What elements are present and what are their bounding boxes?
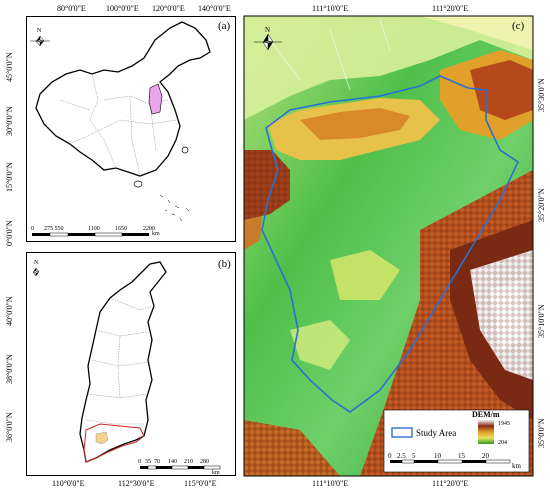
panel-a-scale-tick-2: 275 550 (44, 226, 64, 232)
study-area-boundary-c (261, 75, 520, 413)
study-area-b (95, 431, 109, 445)
panel-c-scale-tick-4: 10 (434, 452, 441, 460)
panel-b-scale-tick-4: 140 (168, 459, 177, 465)
panel-c-scale-tick-5: 15 (458, 452, 465, 460)
shanxi-highlight (148, 83, 163, 115)
panel-a-scale-unit: km (152, 231, 160, 237)
legend-dem-title: DEM/m (472, 410, 500, 419)
panel-b-north-label: N (34, 260, 39, 266)
panel-c-north-label: N (265, 26, 271, 34)
panel-c-bottom-tick-2: 111°20'0"E (432, 479, 469, 488)
panel-c-north-arrow-icon (254, 33, 282, 51)
panel-c-top-tick-1: 111°10'0"E (312, 4, 349, 13)
legend-dem-max: 1945 (498, 421, 510, 427)
panel-a-north-arrow-icon (30, 35, 50, 47)
panel-c-tag: (c) (512, 20, 525, 32)
panel-b-scale-tick-1: 0 (138, 459, 141, 465)
panel-a-scale-tick-3: 1100 (88, 226, 100, 232)
panel-a-north-label: N (37, 28, 42, 34)
panel-b-bottom-tick-2: 112°30'0"E (118, 479, 155, 488)
panel-c-scale-bar (390, 459, 511, 464)
panel-c-legend (383, 409, 530, 473)
legend-study-area-label: Study Area (416, 428, 457, 438)
panel-a-top-tick-3: 120°0'0"E (152, 4, 185, 13)
panel-b-scale-tick-3: 70 (154, 459, 160, 465)
panel-a-top-tick-2: 100°0'0"E (106, 4, 139, 13)
panel-a-top-tick-4: 140°0'0"E (198, 4, 231, 13)
panel-b-scale-bar (140, 465, 221, 470)
panel-c-scale-tick-6: 20 (482, 452, 489, 460)
panel-b-north-arrow-icon (32, 267, 40, 277)
panel-a-scale-tick-5: 2200 (143, 226, 155, 232)
panel-c-top-tick-2: 111°20'0"E (432, 4, 469, 13)
panel-a-scale-tick-1: 0 (31, 226, 34, 232)
panel-b-scale-tick-2: 35 (145, 459, 151, 465)
panel-a-scale-bar (32, 232, 149, 237)
china-outline (35, 21, 211, 177)
panel-b-tag: (b) (218, 258, 231, 270)
panel-c-scale-unit: km (512, 462, 521, 470)
panel-a-tag: (a) (218, 20, 231, 32)
legend-dem-min: 204 (498, 440, 507, 446)
panel-a-top-tick-1: 80°0'0"E (57, 4, 86, 13)
panel-c-scale-tick-2: 2.5 (397, 452, 406, 460)
panel-c-scale-tick-1: 0 (388, 452, 392, 460)
panel-b-bottom-tick-1: 110°0'0"E (52, 479, 85, 488)
panel-b-scale-unit: km (212, 470, 220, 476)
panel-b-bottom-tick-3: 115°0'0"E (184, 479, 217, 488)
yuncheng-boundary (83, 423, 145, 463)
panel-b-scale-tick-5: 210 (184, 459, 193, 465)
panel-c-scale-tick-3: 5 (412, 452, 416, 460)
panel-c-bottom-tick-1: 111°10'0"E (312, 479, 349, 488)
panel-b-scale-tick-6: 280 (200, 459, 209, 465)
panel-a-scale-tick-4: 1650 (115, 226, 127, 232)
